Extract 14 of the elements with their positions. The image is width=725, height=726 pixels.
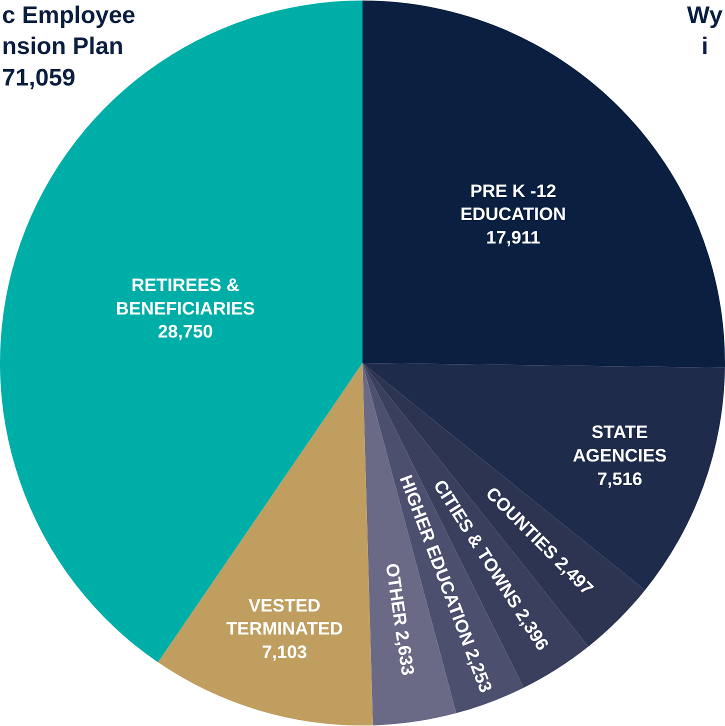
slice-label: RETIREES & BENEFICIARIES [116, 274, 255, 318]
data-label: 17,911 [486, 228, 540, 248]
text: Wy i [687, 2, 724, 60]
data-label: 28,750 [158, 322, 213, 342]
slice-label: VESTED TERMINATED [226, 595, 343, 639]
slice-label: OTHER 2,633 [382, 562, 418, 677]
pie-slice [0, 0, 362, 662]
slice-label: PRE K -12 EDUCATION [460, 180, 566, 224]
text: c Employee nsion Plan 71,059 [2, 2, 136, 92]
pie-slice [362, 0, 725, 368]
pie-slice [158, 363, 373, 726]
data-label: 7,516 [597, 468, 642, 489]
data-label: 7,103 [262, 642, 308, 662]
slice-label: STATE AGENCIES [572, 422, 667, 466]
